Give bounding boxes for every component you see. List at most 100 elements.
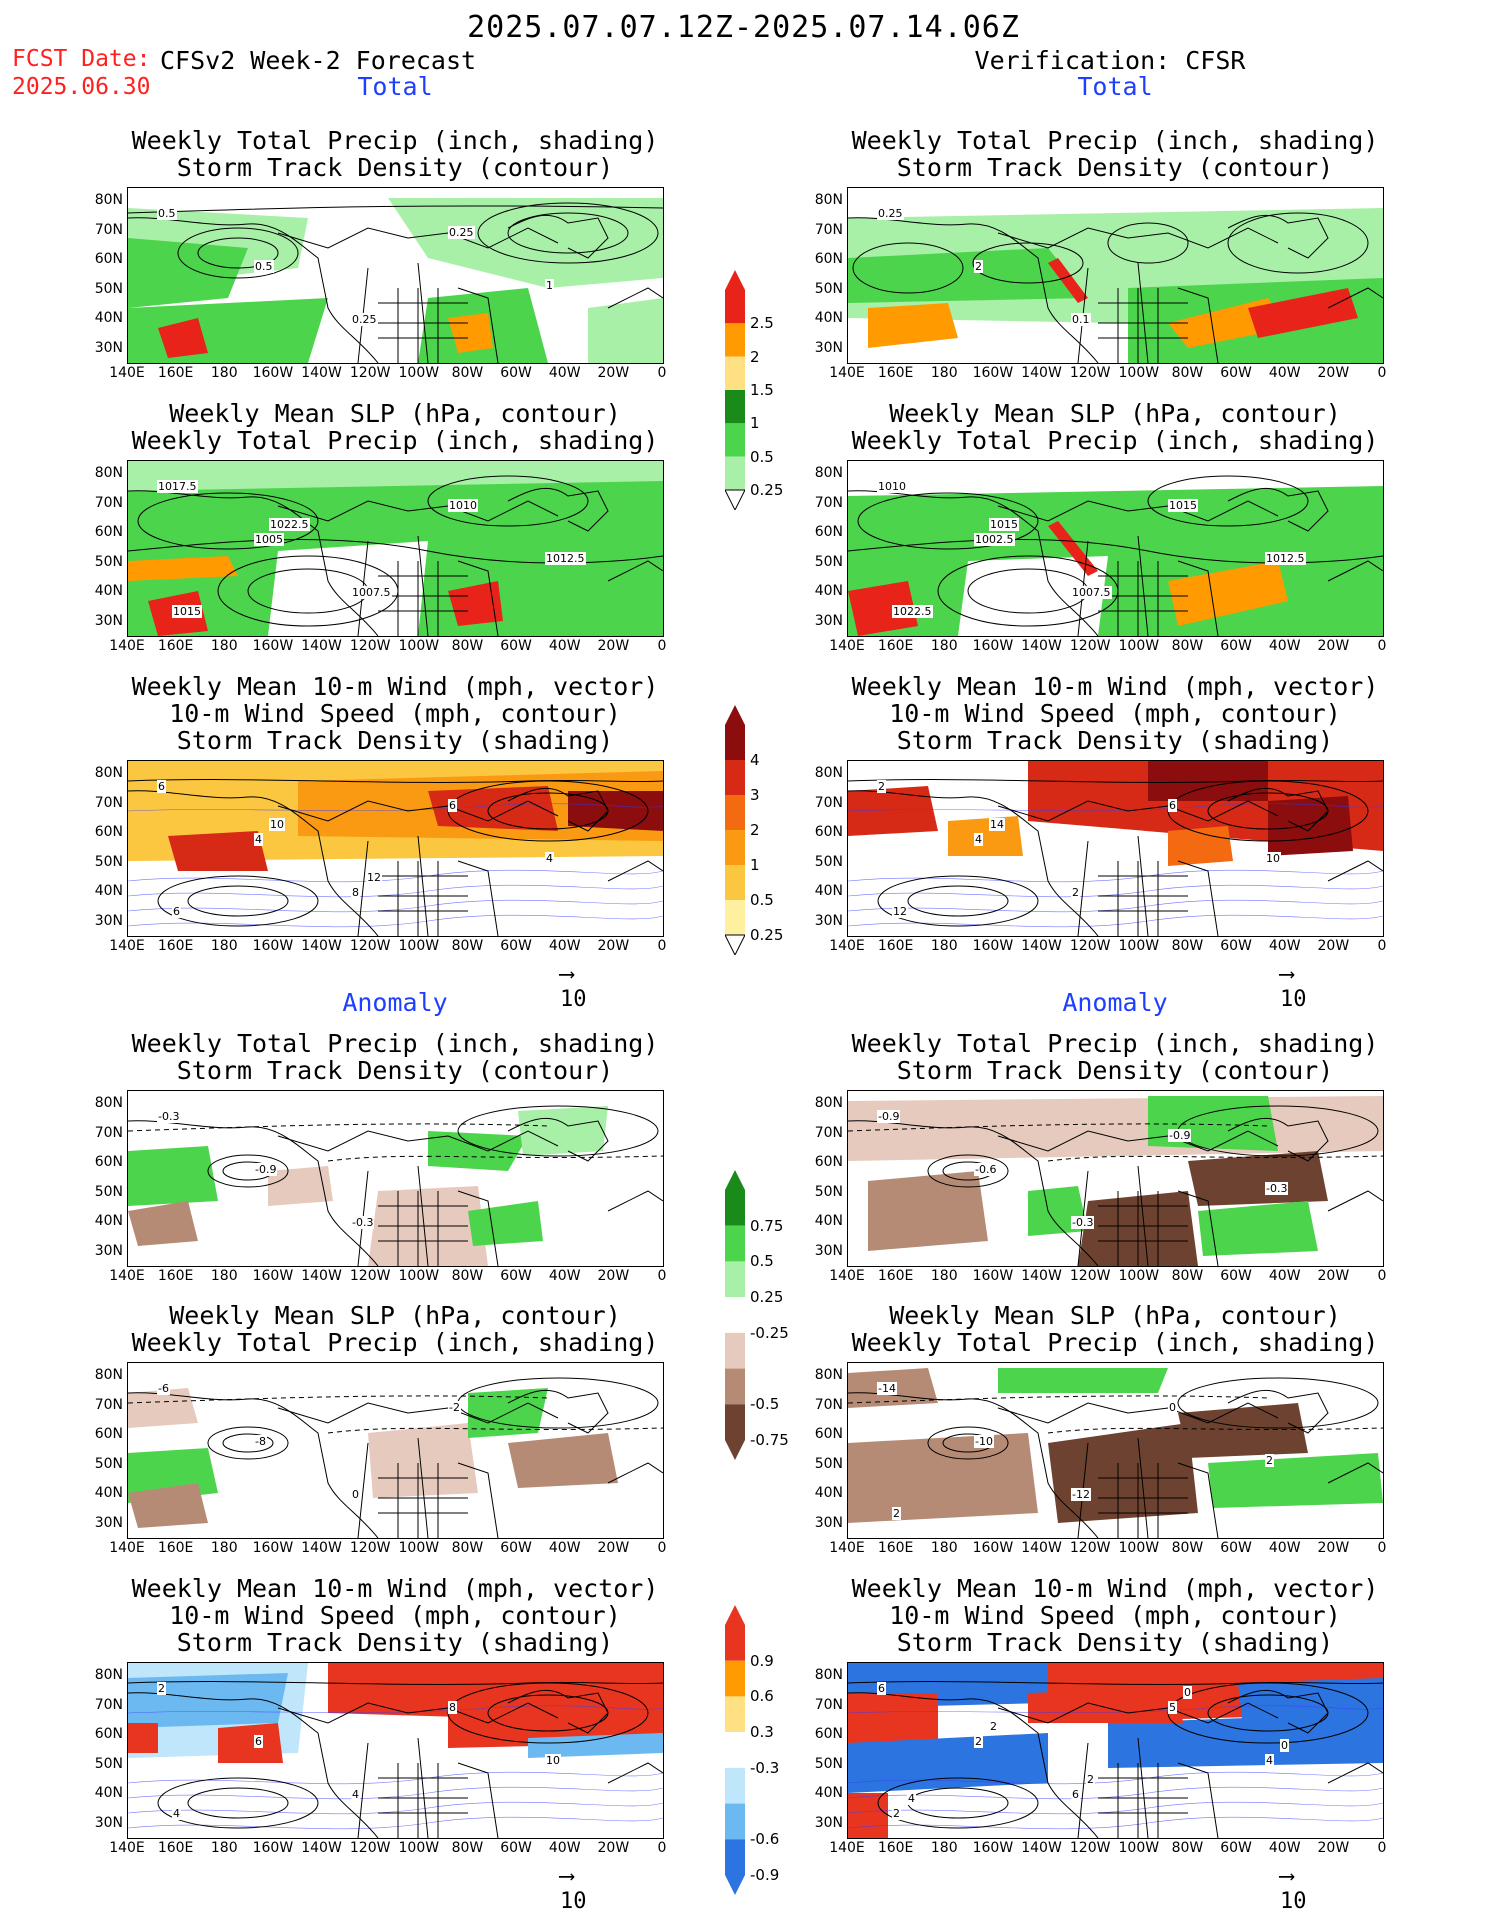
colorbar-label: -0.75 [750, 1431, 789, 1449]
lon-tick: 140E [829, 638, 865, 654]
colorbar-label: 1 [750, 414, 760, 433]
contour-label: 6 [877, 1682, 886, 1695]
contour-label: 1007.5 [1071, 586, 1112, 599]
colorbar-segment [725, 1696, 745, 1733]
lat-tick: 60N [814, 824, 843, 840]
lon-tick: 60W [1220, 638, 1252, 654]
lon-tick: 140E [829, 365, 865, 381]
lon-tick: 180 [210, 365, 238, 381]
contour-label: 2 [974, 260, 983, 273]
lon-tick: 160E [157, 365, 194, 381]
contour-label: 0.5 [254, 260, 274, 273]
contour-label: 10 [545, 1754, 561, 1767]
lat-tick: 60N [814, 1426, 843, 1442]
lon-tick: 0 [1377, 638, 1387, 654]
lat-tick: 40N [94, 583, 123, 599]
contour-label: 2 [974, 1735, 983, 1748]
contour-label: 1015 [1168, 499, 1198, 512]
lat-tick: 40N [94, 310, 123, 326]
map-vf-total-precip [847, 187, 1384, 364]
colorbar-label: 0.25 [750, 1288, 784, 1307]
contour-label: 1012.5 [1265, 552, 1306, 565]
lat-tick: 30N [94, 1242, 123, 1259]
fc-total-wind-title: Weekly Mean 10-m Wind (mph, vector) 10-m … [131, 672, 659, 755]
lon-tick: 60W [1220, 1840, 1252, 1856]
lon-tick: 160W [972, 1268, 1014, 1284]
vf-anom-slp-title: Weekly Mean SLP (hPa, contour) Weekly Tot… [851, 1301, 1379, 1357]
lat-tick: 40N [814, 1485, 843, 1501]
contour-label: 2 [1071, 886, 1080, 899]
colorbar-label: 0.25 [750, 926, 784, 944]
lon-tick: 0 [1377, 1840, 1387, 1856]
colorbar-segment [725, 356, 745, 390]
lat-tick: 60N [814, 524, 843, 540]
lat-tick: 70N [814, 1396, 843, 1413]
lat-tick: 40N [94, 883, 123, 899]
lon-tick: 120W [349, 365, 391, 381]
lat-tick: 80N [94, 765, 123, 781]
colorbar-label: 0.5 [750, 1252, 774, 1271]
lat-tick: 70N [814, 221, 843, 238]
colorbar-label: 0.75 [750, 1216, 784, 1235]
contour-label: 1017.5 [157, 480, 198, 493]
lon-tick: 0 [657, 1268, 667, 1284]
lat-tick: 70N [94, 1396, 123, 1413]
map-vf-anom-wind [847, 1662, 1384, 1839]
colorbar-label: 2 [750, 821, 760, 839]
contour-label: 8 [448, 1701, 457, 1714]
lat-tick: 30N [94, 339, 123, 356]
colorbar-segment [725, 900, 745, 935]
lon-tick: 120W [349, 938, 391, 954]
map-fc-total-precip [127, 187, 664, 364]
colorbar-anom-storm-svg [725, 1605, 745, 1895]
colorbar-top-cap [725, 1605, 745, 1625]
lon-tick: 20W [597, 938, 630, 954]
colorbar-segment [725, 1297, 745, 1333]
lat-tick: 80N [814, 1367, 843, 1383]
lat-tick: 50N [94, 1455, 123, 1472]
right-section-total: Total [1077, 72, 1153, 101]
contour-label: 1005 [254, 533, 284, 546]
lat-tick: 50N [814, 1183, 843, 1200]
contour-label: 6 [1168, 799, 1177, 812]
lon-tick: 0 [657, 1840, 667, 1856]
colorbar-bottom-cap [724, 489, 746, 512]
colorbar-segment [725, 1732, 745, 1768]
contour-label: 0.25 [877, 207, 904, 220]
lon-tick: 20W [1317, 1840, 1350, 1856]
lon-tick: 100W [398, 1540, 440, 1556]
lon-tick: 160E [877, 1540, 914, 1556]
fc-total-slp-title: Weekly Mean SLP (hPa, contour) Weekly Tot… [131, 399, 659, 455]
lon-tick: 140W [1021, 1268, 1062, 1284]
lon-tick: 120W [1069, 1268, 1111, 1284]
lon-tick: 160E [157, 1268, 194, 1284]
contour-label: 6 [157, 780, 166, 793]
lon-tick: 20W [1317, 1268, 1350, 1284]
lon-tick: 100W [1118, 638, 1160, 654]
lon-tick: 140W [301, 1268, 342, 1284]
fc-anom-precip-title: Weekly Total Precip (inch, shading) Storm… [131, 1029, 659, 1085]
contour-label: 6 [254, 1735, 263, 1748]
lon-tick: 80W [1171, 1840, 1204, 1856]
lat-tick: 40N [814, 1785, 843, 1801]
lon-tick: 40W [1268, 938, 1301, 954]
lat-tick: 50N [94, 853, 123, 870]
lon-tick: 80W [451, 638, 484, 654]
ref-vector-vf-anom: ⟶ 10 [1280, 1864, 1307, 1914]
lat-tick: 70N [814, 494, 843, 511]
contour-label: -0.3 [351, 1216, 375, 1229]
map-fc-anom-precip [127, 1090, 664, 1267]
contour-label: 6 [448, 799, 457, 812]
lon-tick: 180 [930, 365, 958, 381]
lat-tick: 70N [94, 1696, 123, 1713]
lat-tick: 50N [814, 553, 843, 570]
colorbar-segment [725, 1332, 745, 1369]
contour-label: -12 [1071, 1488, 1091, 1501]
colorbar-label: -0.6 [750, 1830, 780, 1849]
contour-label: 1015 [989, 518, 1019, 531]
lon-tick: 180 [930, 1840, 958, 1856]
colorbar-label: -0.5 [750, 1395, 780, 1414]
colorbar-top-cap [725, 270, 745, 290]
lat-tick: 40N [814, 583, 843, 599]
lon-tick: 20W [1317, 938, 1350, 954]
